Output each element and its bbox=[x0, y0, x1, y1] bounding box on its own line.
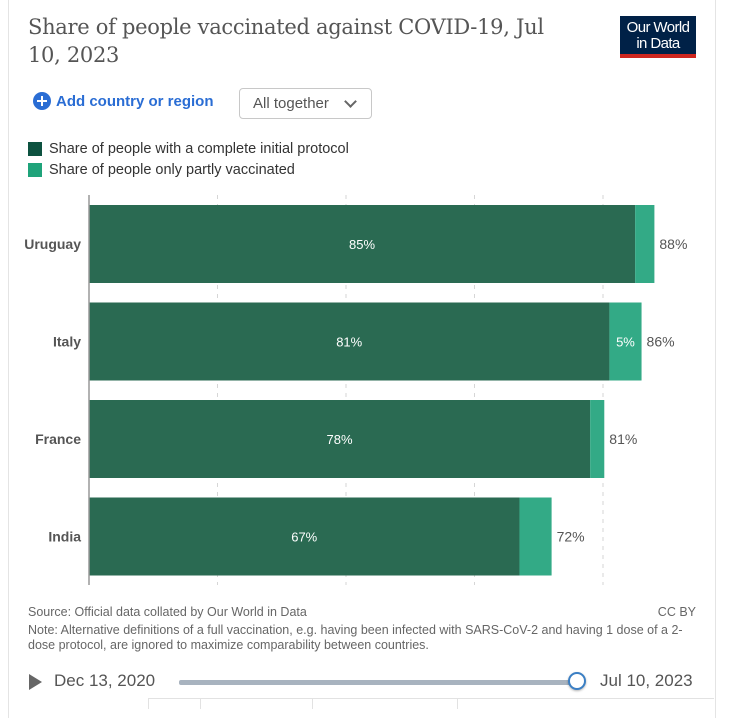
timeline-start-date[interactable]: Dec 13, 2020 bbox=[54, 671, 156, 690]
bar-complete[interactable] bbox=[89, 302, 610, 381]
bar-label-complete: 78% bbox=[327, 432, 353, 447]
total-label: 86% bbox=[647, 334, 675, 350]
stack-mode-dropdown[interactable]: All together bbox=[239, 88, 372, 119]
category-label: Italy bbox=[53, 334, 81, 350]
bar-partly[interactable] bbox=[519, 497, 552, 576]
total-label: 72% bbox=[557, 529, 585, 545]
bar-partly[interactable] bbox=[609, 302, 642, 381]
tab-divider bbox=[148, 699, 149, 709]
timeline-track[interactable] bbox=[179, 680, 579, 685]
legend-label-complete: Share of people with a complete initial … bbox=[49, 140, 349, 157]
legend-label-partly: Share of people only partly vaccinated bbox=[49, 161, 295, 178]
chevron-down-icon bbox=[344, 95, 357, 108]
legend-item-partly[interactable]: Share of people only partly vaccinated bbox=[28, 159, 349, 180]
logo-text: Our World in Data bbox=[626, 19, 690, 52]
bar-partly[interactable] bbox=[590, 400, 605, 478]
bar-label-complete: 85% bbox=[349, 237, 375, 252]
dropdown-value: All together bbox=[253, 95, 329, 112]
add-country-button[interactable]: Add country or region bbox=[33, 92, 214, 110]
total-label: 81% bbox=[609, 431, 637, 447]
source-text[interactable]: Source: Official data collated by Our Wo… bbox=[28, 605, 307, 619]
timeline-handle[interactable] bbox=[568, 672, 586, 690]
chart-title: Share of people vaccinated against COVID… bbox=[28, 15, 544, 67]
bar-complete[interactable] bbox=[89, 400, 591, 478]
bar-complete[interactable] bbox=[89, 497, 520, 576]
note-text: Note: Alternative definitions of a full … bbox=[28, 623, 683, 652]
bar-label-partly: 5% bbox=[616, 335, 635, 350]
legend-swatch-complete bbox=[28, 141, 42, 156]
tab-divider bbox=[312, 699, 313, 709]
license-text[interactable]: CC BY bbox=[657, 605, 696, 619]
tab-strip bbox=[148, 698, 714, 709]
category-label: India bbox=[48, 529, 81, 545]
tab-divider bbox=[200, 699, 201, 709]
timeline-end-date[interactable]: Jul 10, 2023 bbox=[600, 671, 693, 690]
bar-complete[interactable] bbox=[89, 205, 636, 283]
legend: Share of people with a complete initial … bbox=[28, 138, 349, 180]
bar-label-complete: 67% bbox=[291, 530, 317, 545]
bar-label-complete: 81% bbox=[336, 335, 362, 350]
play-icon[interactable] bbox=[29, 674, 42, 690]
category-label: Uruguay bbox=[24, 236, 81, 252]
timeline: Dec 13, 2020 Jul 10, 2023 bbox=[0, 668, 732, 696]
tab-divider bbox=[457, 699, 458, 709]
legend-item-complete[interactable]: Share of people with a complete initial … bbox=[28, 138, 349, 159]
plus-circle-icon bbox=[33, 92, 51, 110]
owid-logo[interactable]: Our World in Data bbox=[620, 16, 696, 58]
total-label: 88% bbox=[659, 236, 687, 252]
category-label: France bbox=[35, 431, 81, 447]
bar-partly[interactable] bbox=[635, 205, 655, 283]
add-country-label: Add country or region bbox=[56, 92, 214, 110]
legend-swatch-partly bbox=[28, 162, 42, 177]
bar-chart: 85% 88% Uruguay 81% 5% 86% Italy 78% 81% France 67… bbox=[24, 195, 687, 585]
